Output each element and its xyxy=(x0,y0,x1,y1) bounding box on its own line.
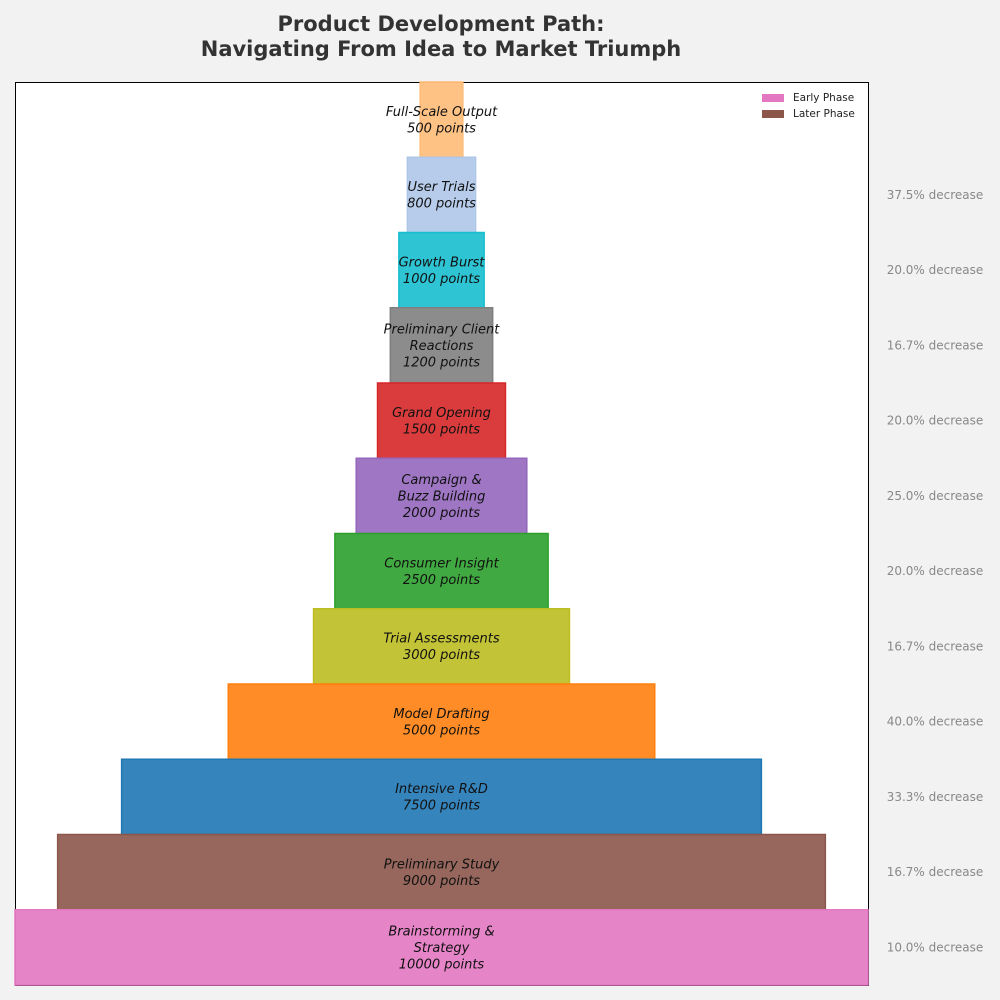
change-label-5: 25.0% decrease xyxy=(887,489,984,503)
funnel-label-model-drafting: Model Drafting 5000 points xyxy=(393,707,489,739)
change-label-1: 37.5% decrease xyxy=(887,188,984,202)
funnel-label-grand-opening: Grand Opening 1500 points xyxy=(392,406,491,438)
legend: Early Phase Later Phase xyxy=(756,87,861,125)
change-label-11: 10.0% decrease xyxy=(887,940,984,954)
change-label-2: 20.0% decrease xyxy=(887,263,984,277)
funnel-bar-brainstorming-strategy xyxy=(14,909,869,986)
funnel-bar-trial-assessments xyxy=(312,608,571,685)
funnel-bar-consumer-insight xyxy=(334,532,549,610)
chart-title: Product Development Path: Navigating Fro… xyxy=(0,12,882,62)
funnel-label-campaign-buzz-building: Campaign & Buzz Building 2000 points xyxy=(398,473,486,521)
funnel-label-growth-burst: Growth Burst 1000 points xyxy=(399,255,486,287)
change-label-3: 16.7% decrease xyxy=(887,338,984,352)
funnel-bar-intensive-r-d xyxy=(120,758,763,836)
funnel-label-preliminary-client-reactions: Preliminary Client Reactions 1200 points xyxy=(384,322,501,370)
funnel-label-preliminary-study: Preliminary Study 9000 points xyxy=(384,857,500,889)
funnel-label-user-trials: User Trials 800 points xyxy=(407,180,476,212)
legend-swatch-early-phase xyxy=(762,94,784,102)
funnel-bar-full-scale-output xyxy=(419,81,464,158)
change-label-8: 40.0% decrease xyxy=(887,715,984,729)
funnel-bar-user-trials xyxy=(406,156,477,234)
funnel-bar-preliminary-study xyxy=(56,833,827,911)
funnel-bar-campaign-buzz-building xyxy=(355,457,528,535)
legend-entry-early-phase: Early Phase xyxy=(762,90,855,106)
change-label-6: 20.0% decrease xyxy=(887,564,984,578)
legend-label-early-phase: Early Phase xyxy=(793,92,855,104)
legend-label-later-phase: Later Phase xyxy=(793,108,855,120)
chart-title-line-1: Product Development Path: xyxy=(277,12,605,36)
funnel-label-trial-assessments: Trial Assessments 3000 points xyxy=(383,632,500,664)
legend-entry-later-phase: Later Phase xyxy=(762,106,855,122)
change-label-9: 33.3% decrease xyxy=(887,790,984,804)
funnel-label-intensive-r-d: Intensive R&D 7500 points xyxy=(395,782,488,814)
change-label-10: 16.7% decrease xyxy=(887,865,984,879)
chart-title-line-2: Navigating From Idea to Market Triumph xyxy=(200,37,682,61)
funnel-bar-preliminary-client-reactions xyxy=(389,307,494,384)
change-label-4: 20.0% decrease xyxy=(887,414,984,428)
stage-change-labels: 37.5% decrease 20.0% decrease 16.7% decrea… xyxy=(887,188,984,955)
funnel-bar-model-drafting xyxy=(227,683,656,760)
legend-swatch-later-phase xyxy=(762,110,784,118)
funnel-bar-growth-burst xyxy=(398,231,485,309)
funnel-stages: Full-Scale Output 500 points User Trials 80… xyxy=(14,81,869,986)
funnel-label-brainstorming-strategy: Brainstorming & Strategy 10000 points xyxy=(388,924,494,972)
funnel-label-consumer-insight: Consumer Insight 2500 points xyxy=(384,556,499,588)
funnel-label-full-scale-output: Full-Scale Output 500 points xyxy=(386,105,498,137)
change-label-7: 16.7% decrease xyxy=(887,639,984,653)
